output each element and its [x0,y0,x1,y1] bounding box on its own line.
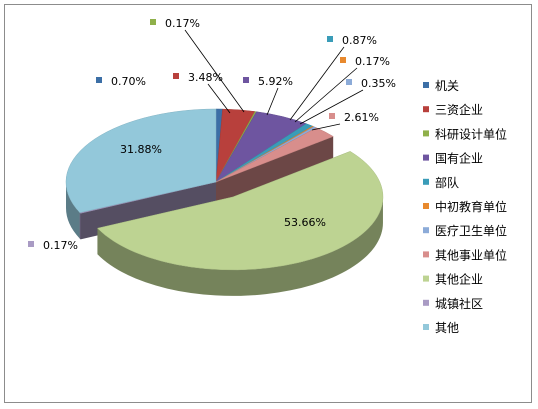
slice-4-label-marker [243,77,249,83]
slice-3-data-label: 0.17% [165,17,200,30]
slice-4-data-label: 5.92% [258,75,293,88]
legend-entry-10: 城镇社区 [435,296,483,311]
slice-1-data-label: 0.70% [111,75,146,88]
legend-entry-3: 科研设计单位 [435,126,507,141]
slice-7-leader-line [299,89,364,125]
slice-2-data-label: 3.48% [188,71,223,84]
legend-swatch-8 [423,251,429,258]
legend-swatch-9 [423,275,429,282]
legend-entry-8: 其他事业单位 [435,247,507,262]
slice-8-label-marker [329,113,335,119]
slice-2-leader-line [207,83,231,114]
slice-9-top [96,151,384,271]
legend-swatch-10 [423,299,429,306]
slice-4-leader-line [266,87,279,116]
slice-11-data-label: 31.88% [120,143,162,156]
slice-10-label-marker [28,241,34,247]
slice-11-side-wall [66,182,80,239]
slice-9-side-wall [97,196,383,296]
slice-8-cut-face-2 [216,136,334,208]
legend-entry-1: 机关 [435,79,459,93]
data-label-layer: 0.70% 3.48% 0.17% 5.92% 0.87% 0.17% 0.35% 2.61%… [28,17,396,252]
slice-3-label-marker [150,19,156,25]
slice-6-data-label: 0.17% [355,55,390,68]
slice-6-leader-line [294,67,358,123]
pie-layer [65,108,384,296]
slice-3-leader-line [184,29,245,113]
slice-8-top [215,127,334,183]
slice-1-label-marker [96,77,102,83]
slice-5-label-marker [327,36,333,42]
slice-2-label-marker [173,73,179,79]
slice-6-label-marker [340,57,346,63]
legend: 机关三资企业科研设计单位国有企业部队中初教育单位医疗卫生单位其他事业单位其他企业… [423,79,507,335]
legend-entry-7: 医疗卫生单位 [435,223,507,238]
slice-5-leader-line [289,46,345,121]
slice-11-top [65,108,217,213]
legend-entry-5: 部队 [435,175,459,190]
legend-swatch-11 [423,324,429,330]
slice-10-data-label: 0.17% [43,239,78,252]
legend-swatch-6 [423,203,429,209]
slice-8-leader-line [311,123,341,131]
legend-swatch-5 [423,178,429,185]
legend-swatch-4 [423,154,429,161]
legend-swatch-3 [423,130,429,137]
legend-entry-6: 中初教育单位 [435,199,507,214]
slice-5-data-label: 0.87% [342,34,377,47]
legend-entry-2: 三资企业 [435,102,483,117]
slice-8-data-label: 2.61% [344,111,379,124]
slice-7-label-marker [346,79,352,85]
legend-swatch-1 [423,82,429,88]
slice-7-data-label: 0.35% [361,77,396,90]
slice-10-side-wall [79,212,81,240]
legend-entry-11: 其他 [435,321,459,335]
legend-swatch-7 [423,227,429,234]
slice-9-data-label: 53.66% [284,216,326,229]
legend-entry-9: 其他企业 [435,272,483,287]
legend-entry-4: 国有企业 [435,151,483,166]
legend-swatch-2 [423,106,429,113]
